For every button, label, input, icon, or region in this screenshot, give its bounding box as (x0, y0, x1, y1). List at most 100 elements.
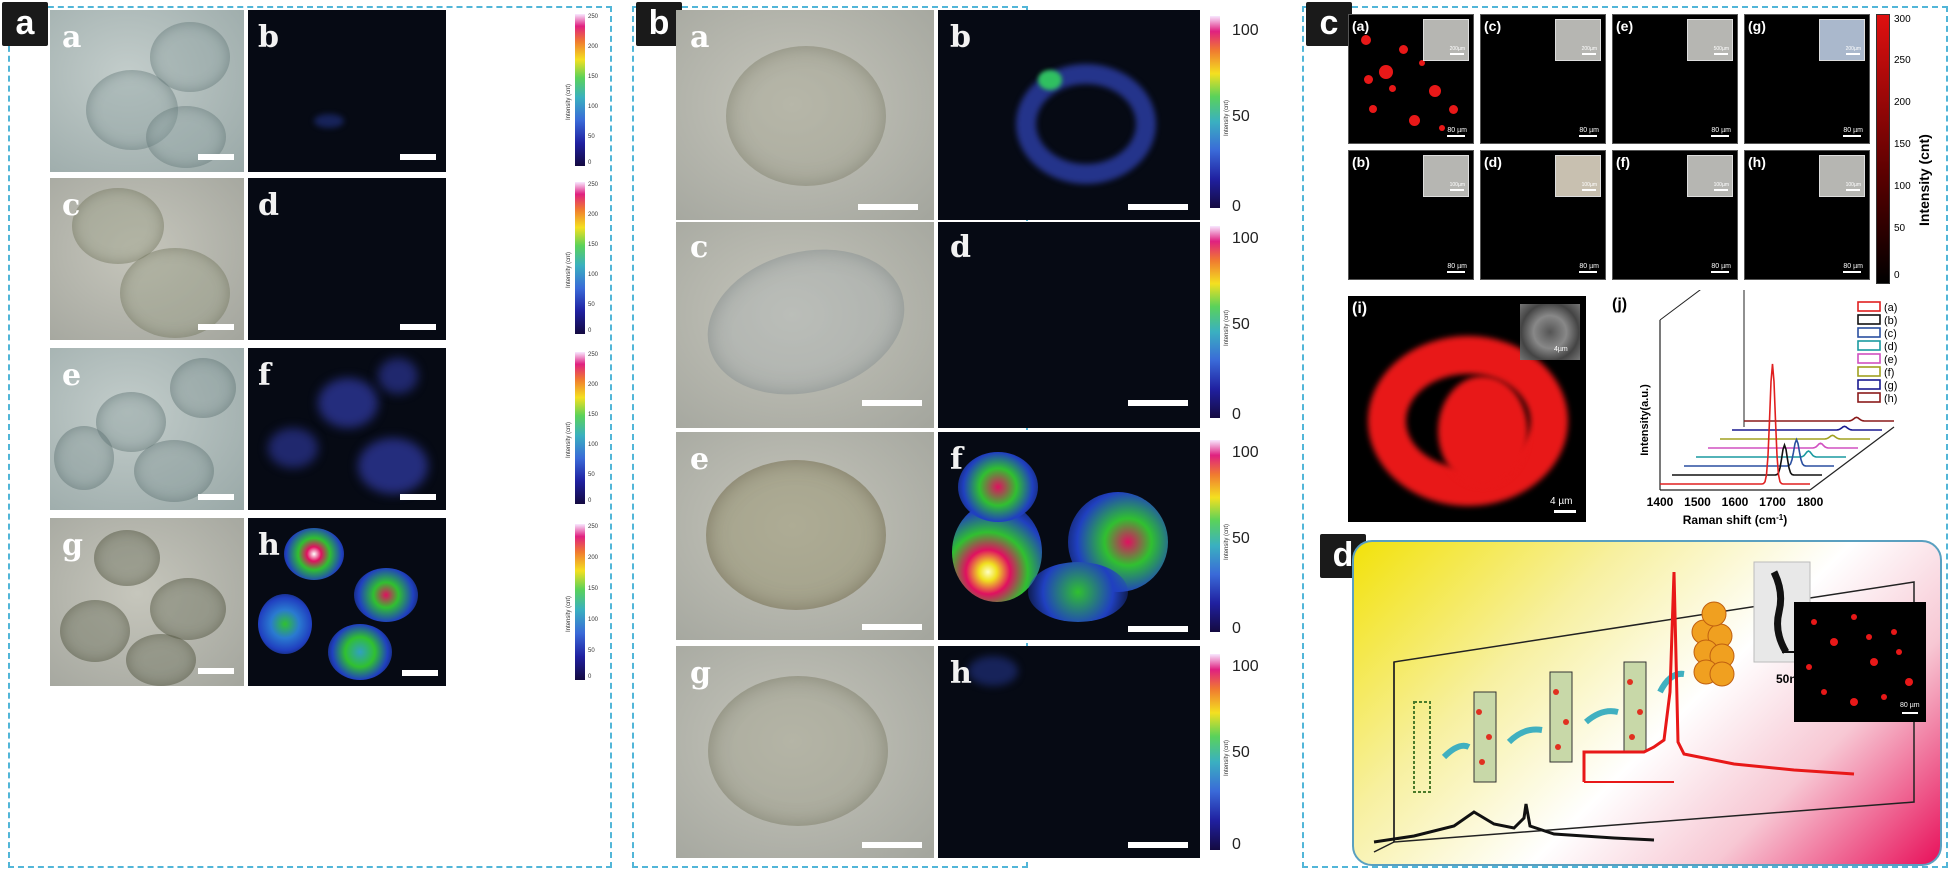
panel-a (8, 6, 612, 868)
colorbar-a-3 (575, 352, 585, 504)
sublabel-a-f: f (258, 358, 271, 393)
raman-map-b-f (938, 432, 1200, 640)
raman-map-c-4: (b) 100µm 80 µm (1348, 150, 1474, 280)
c-brightfield-inset: 200µm (1819, 19, 1865, 61)
sublabel-b-e: e (690, 442, 710, 477)
sublabel-a-b: b (258, 20, 279, 55)
c-scale-label: 80 µm (1579, 127, 1599, 134)
raman-map-b (248, 10, 446, 172)
colorbar-b-2 (1210, 226, 1220, 418)
c-scale-bar: 80 µm (1447, 263, 1467, 273)
c-scale-label: 80 µm (1711, 263, 1731, 270)
sublabel-a-g: g (62, 528, 83, 563)
colorbar-c (1876, 14, 1890, 284)
d-map-scale-label: 80 µm (1900, 702, 1920, 709)
j-xtick: 1400 (1647, 495, 1674, 509)
i-scale-label: 4 µm (1550, 496, 1573, 507)
j-legend-label: (b) (1884, 315, 1897, 327)
c-scale-label: 80 µm (1843, 127, 1863, 134)
c-scale-label: 80 µm (1579, 263, 1599, 270)
panel-label-c: c (1306, 2, 1352, 46)
colorbar-c-title: Intensity (cnt) (1916, 134, 1932, 226)
colorbar-a-title-1: Intensity (cnt) (566, 83, 572, 120)
colorbar-b-title-2: Intensity (cnt) (1224, 309, 1230, 346)
colorbar-b-3 (1210, 440, 1220, 632)
c-scale-bar: 80 µm (1447, 127, 1467, 137)
j-series-line (1696, 450, 1846, 458)
colorbar-a-title-3: Intensity (cnt) (566, 421, 572, 458)
c-scale-label: 80 µm (1447, 263, 1467, 270)
brightfield-image-e (50, 348, 244, 510)
c-map-label: (b) (1352, 154, 1370, 170)
sublabel-b-g: g (690, 656, 711, 691)
c-map-label: (g) (1748, 18, 1766, 34)
j-legend-label: (c) (1884, 328, 1897, 340)
j-legend-swatch (1857, 353, 1881, 364)
c-scale-bar: 80 µm (1843, 263, 1863, 273)
sublabel-b-d: d (950, 230, 971, 265)
colorbar-b-title-4: Intensity (cnt) (1224, 739, 1230, 776)
c-scale-label: 80 µm (1711, 127, 1731, 134)
j-legend-label: (e) (1884, 354, 1897, 366)
j-legend-label: (g) (1884, 380, 1897, 392)
brightfield-image-c (50, 178, 244, 340)
sublabel-b-b: b (950, 20, 971, 55)
c-scale-bar: 80 µm (1579, 263, 1599, 273)
c-scale-bar: 80 µm (1843, 127, 1863, 137)
raman-map-c-0: (a) 200µm 80 µm (1348, 14, 1474, 144)
j-xtick: 1600 (1722, 495, 1749, 509)
c-brightfield-inset: 100µm (1819, 155, 1865, 197)
c-scale-bar: 80 µm (1711, 263, 1731, 273)
j-xtick: 1500 (1684, 495, 1711, 509)
j-legend-swatch (1857, 327, 1881, 338)
c-map-label: (a) (1352, 18, 1370, 34)
sublabel-b-f: f (950, 442, 963, 477)
raman-map-b-d (938, 222, 1200, 428)
brightfield-image-a (50, 10, 244, 172)
c-inset-scale: 200µm (1581, 46, 1597, 52)
j-legend-label: (f) (1884, 367, 1894, 379)
raman-map-h (248, 518, 446, 686)
colorbar-b-title-1: Intensity (cnt) (1224, 99, 1230, 136)
raman-map-c-5: (d) 100µm 80 µm (1480, 150, 1606, 280)
raman-map-b-h (938, 646, 1200, 858)
j-legend-swatch (1857, 340, 1881, 351)
brightfield-image-g (50, 518, 244, 686)
raman-map-b-b (938, 10, 1200, 220)
c-map-label: (d) (1484, 154, 1502, 170)
j-series-line (1732, 425, 1882, 431)
panel-c (1302, 6, 1948, 868)
c-brightfield-inset: 500µm (1687, 19, 1733, 61)
sublabel-b-a: a (690, 20, 710, 55)
sublabel-a-h: h (258, 528, 280, 563)
tem-scale-label: 50nm (1776, 672, 1808, 686)
c-map-label: (e) (1616, 18, 1634, 34)
colorbar-a-2 (575, 182, 585, 334)
panel-label-a: a (2, 2, 48, 46)
sublabel-a-a: a (62, 20, 82, 55)
c-map-label: (f) (1616, 154, 1630, 170)
c-inset-scale: 100µm (1581, 182, 1597, 188)
j-legend-label: (a) (1884, 302, 1897, 314)
colorbar-a-title-2: Intensity (cnt) (566, 251, 572, 288)
j-series-line (1744, 416, 1894, 422)
colorbar-a-4 (575, 524, 585, 680)
raman-map-c-7: (h) 100µm 80 µm (1744, 150, 1870, 280)
sublabel-b-c: c (690, 230, 709, 265)
sublabel-a-e: e (62, 358, 82, 393)
raman-map-i: 4µm 4 µm (1348, 296, 1586, 522)
c-brightfield-inset: 100µm (1687, 155, 1733, 197)
raman-map-f (248, 348, 446, 510)
j-xtick: 1700 (1759, 495, 1786, 509)
sublabel-b-h: h (950, 656, 972, 691)
colorbar-b-4 (1210, 654, 1220, 850)
j-xtick: 1800 (1797, 495, 1824, 509)
raman-map-c-3: (g) 200µm 80 µm (1744, 14, 1870, 144)
c-brightfield-inset: 200µm (1555, 19, 1601, 61)
brightfield-image-b-g (676, 646, 934, 858)
i-inset-scale: 4µm (1554, 346, 1568, 353)
j-xlabel: Raman shift (cm-1) (1683, 513, 1787, 528)
c-brightfield-inset: 100µm (1423, 155, 1469, 197)
raman-map-c-6: (f) 100µm 80 µm (1612, 150, 1738, 280)
j-series-line (1672, 442, 1822, 476)
